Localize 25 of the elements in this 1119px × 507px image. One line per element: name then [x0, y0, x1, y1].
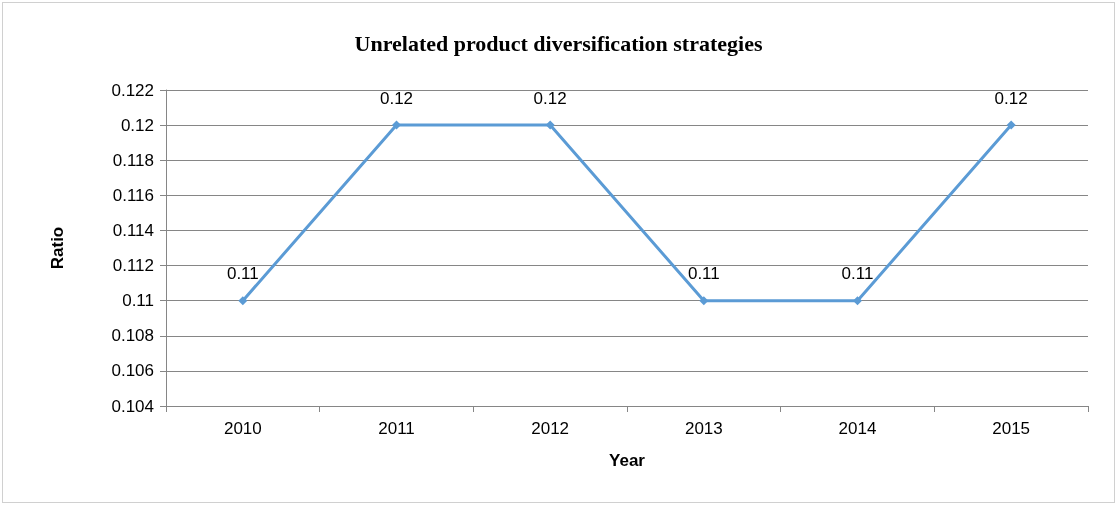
y-tick-label: 0.114 — [112, 220, 154, 240]
data-label: 0.12 — [533, 88, 567, 108]
y-tick-label: 0.12 — [120, 115, 154, 135]
y-tick-label: 0.106 — [111, 361, 154, 381]
y-tick-label: 0.116 — [112, 185, 154, 205]
y-tick-label: 0.104 — [111, 396, 154, 416]
data-label: 0.11 — [841, 264, 874, 284]
chart-title: Unrelated product diversification strategies — [354, 30, 763, 56]
x-tick-label: 2011 — [378, 419, 415, 438]
data-label: 0.12 — [379, 88, 414, 108]
x-axis-title: Year — [609, 451, 646, 470]
y-tick-label: 0.118 — [112, 150, 154, 170]
data-label: 0.11 — [226, 264, 259, 284]
y-tick-label: 0.108 — [111, 326, 154, 346]
data-label: 0.11 — [687, 264, 720, 284]
y-tick-label: 0.11 — [122, 291, 154, 311]
x-tick-label: 2014 — [838, 419, 877, 438]
data-label: 0.12 — [994, 88, 1028, 108]
x-tick-label: 2013 — [684, 419, 723, 438]
y-tick-label: 0.112 — [112, 256, 154, 276]
y-axis-title: Ratio — [48, 226, 67, 270]
y-tick-label: 0.122 — [111, 80, 154, 100]
x-tick-label: 2010 — [223, 419, 262, 438]
x-tick-label: 2012 — [531, 419, 570, 438]
x-tick-label: 2015 — [992, 419, 1031, 438]
